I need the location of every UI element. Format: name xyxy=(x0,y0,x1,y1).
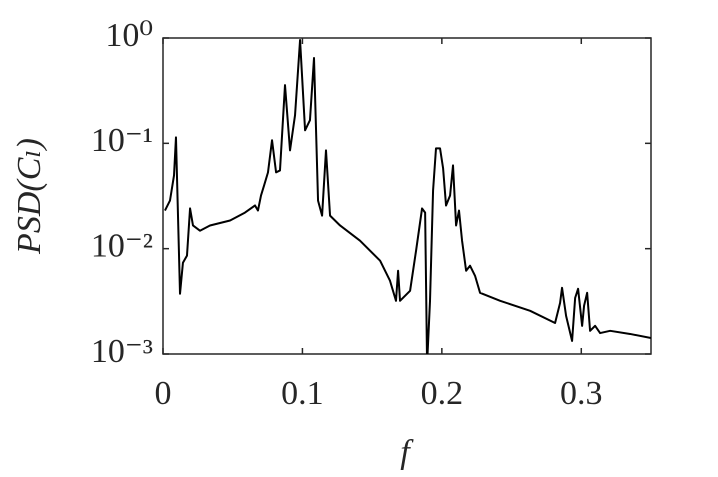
data-line xyxy=(164,39,651,354)
y-tick-label: 10⁻² xyxy=(91,227,153,264)
x-axis-label: f xyxy=(400,434,414,471)
x-tick-label: 0.2 xyxy=(421,375,464,412)
y-axis-label: PSD(Cₗ) xyxy=(11,138,48,255)
axes-box xyxy=(162,37,652,355)
x-tick-label: 0.3 xyxy=(560,375,603,412)
y-tick-label: 10⁻¹ xyxy=(91,122,153,159)
y-tick-label: 10⁻³ xyxy=(91,333,153,370)
y-tick-label: 10⁰ xyxy=(105,17,153,54)
x-tick-label: 0 xyxy=(155,375,172,412)
x-tick-label: 0.1 xyxy=(281,375,324,412)
